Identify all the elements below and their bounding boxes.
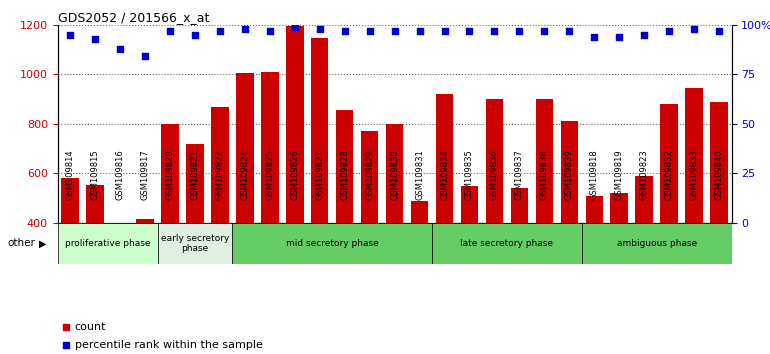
Text: GSM109836: GSM109836 (490, 149, 499, 200)
Bar (436, 94, 454, 322)
Bar (158, 223, 233, 264)
Text: GSM109825: GSM109825 (266, 149, 274, 200)
Text: GSM109818: GSM109818 (590, 149, 599, 200)
Point (514, 28, 526, 34)
Text: GSM109826: GSM109826 (290, 149, 300, 200)
Text: GSM109820: GSM109820 (166, 149, 175, 200)
Text: GSM109835: GSM109835 (465, 149, 474, 200)
Bar (161, 124, 179, 322)
Text: GSM109822: GSM109822 (216, 149, 224, 200)
Bar (536, 99, 553, 322)
Text: GSM109834: GSM109834 (440, 149, 449, 200)
Text: count: count (75, 322, 106, 332)
Bar (710, 102, 728, 322)
Point (363, 28, 376, 34)
Bar (411, 201, 428, 322)
Text: early secretory
phase: early secretory phase (161, 234, 229, 253)
Point (638, 32, 651, 38)
Bar (611, 193, 628, 322)
Point (563, 28, 575, 34)
Bar (386, 124, 403, 322)
Bar (286, 26, 303, 322)
Point (89, 36, 102, 41)
Point (688, 26, 700, 32)
Bar (211, 107, 229, 322)
Bar (582, 223, 732, 264)
Text: GSM109838: GSM109838 (540, 149, 549, 200)
Text: ▶: ▶ (38, 238, 46, 249)
Point (263, 28, 276, 34)
Bar (661, 104, 678, 322)
Text: GSM109829: GSM109829 (365, 149, 374, 200)
Bar (136, 219, 154, 322)
Text: GSM109814: GSM109814 (65, 149, 75, 200)
Text: GSM109827: GSM109827 (315, 149, 324, 200)
Text: GSM109824: GSM109824 (240, 149, 249, 200)
Text: GSM109839: GSM109839 (565, 149, 574, 200)
Point (289, 24, 301, 30)
Text: GDS2052 / 201566_x_at: GDS2052 / 201566_x_at (58, 11, 209, 24)
Bar (86, 185, 104, 322)
Point (464, 28, 476, 34)
Bar (233, 223, 432, 264)
Point (64, 32, 76, 38)
Text: GSM109823: GSM109823 (640, 149, 648, 200)
Text: other: other (8, 238, 35, 249)
Point (538, 28, 551, 34)
Bar (486, 99, 503, 322)
Text: GSM109840: GSM109840 (715, 149, 724, 200)
Point (613, 34, 625, 40)
Text: percentile rank within the sample: percentile rank within the sample (75, 340, 263, 350)
Point (214, 28, 226, 34)
Bar (186, 144, 204, 322)
Point (388, 28, 400, 34)
Text: GSM109821: GSM109821 (190, 149, 199, 200)
Point (438, 28, 450, 34)
Bar (261, 72, 279, 322)
Point (164, 28, 176, 34)
Bar (511, 188, 528, 322)
Text: GSM109832: GSM109832 (665, 149, 674, 200)
Point (313, 26, 326, 32)
Point (462, 282, 474, 287)
Text: proliferative phase: proliferative phase (65, 239, 150, 248)
Bar (236, 73, 253, 322)
Text: GSM109817: GSM109817 (141, 149, 149, 200)
Bar (432, 223, 582, 264)
Point (114, 46, 126, 51)
Text: GSM109833: GSM109833 (690, 149, 698, 200)
Point (462, 121, 474, 126)
Text: mid secretory phase: mid secretory phase (286, 239, 379, 248)
Text: late secretory phase: late secretory phase (460, 239, 554, 248)
Bar (58, 223, 158, 264)
Text: GSM109828: GSM109828 (340, 149, 350, 200)
Bar (460, 186, 478, 322)
Bar (336, 110, 353, 322)
Text: ambiguous phase: ambiguous phase (617, 239, 697, 248)
Text: GSM109830: GSM109830 (390, 149, 399, 200)
Point (139, 54, 151, 59)
Point (189, 32, 201, 38)
Bar (635, 176, 653, 322)
Bar (112, 225, 129, 322)
Point (339, 28, 351, 34)
Text: GSM109816: GSM109816 (116, 149, 125, 200)
Text: GSM109831: GSM109831 (415, 149, 424, 200)
Text: GSM109819: GSM109819 (614, 149, 624, 200)
Bar (685, 88, 703, 322)
Bar (585, 196, 603, 322)
Point (239, 26, 251, 32)
Point (713, 28, 725, 34)
Bar (311, 38, 329, 322)
Point (413, 28, 426, 34)
Point (663, 28, 675, 34)
Bar (361, 131, 378, 322)
Bar (62, 178, 79, 322)
Point (488, 28, 500, 34)
Text: GSM109815: GSM109815 (91, 149, 99, 200)
Text: GSM109837: GSM109837 (515, 149, 524, 200)
Bar (561, 121, 578, 322)
Point (588, 34, 601, 40)
